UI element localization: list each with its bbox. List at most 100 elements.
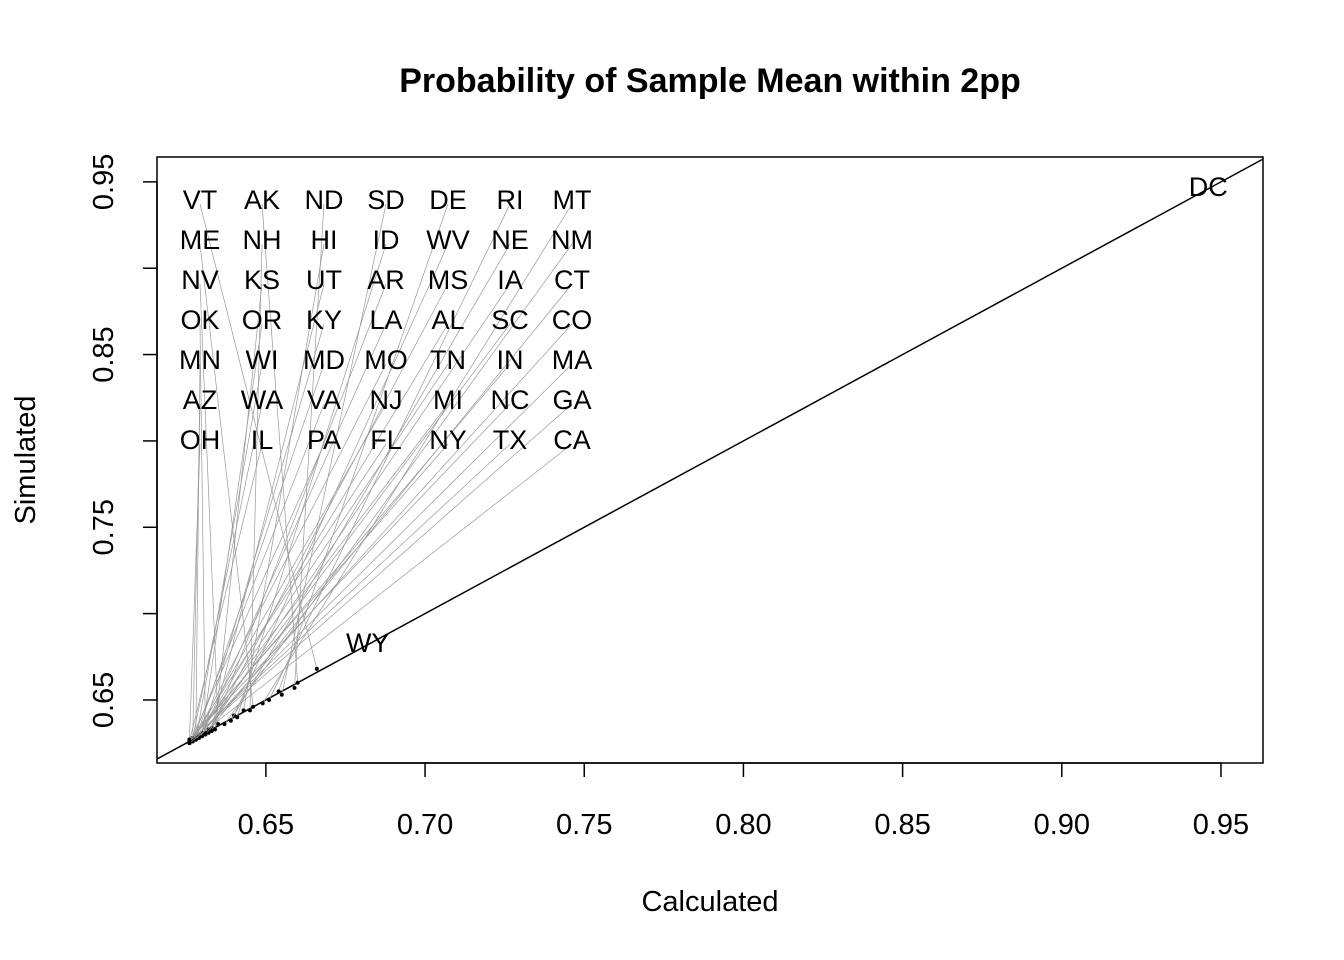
point-label-vt: VT — [183, 185, 218, 215]
leader-line-fl — [189, 443, 387, 742]
leader-line-co — [198, 323, 573, 737]
leader-line-nj — [192, 403, 387, 742]
point-label-tn: TN — [430, 345, 466, 375]
point-label-ak: AK — [244, 185, 280, 215]
leader-line-mt — [262, 203, 573, 704]
point-label-ut: UT — [306, 265, 342, 295]
leader-line-nh — [249, 243, 263, 711]
leader-line-mi — [192, 403, 449, 739]
point-label-fl: FL — [370, 425, 402, 455]
y-tick-label: 0.95 — [88, 154, 120, 210]
point-label-wa: WA — [241, 385, 284, 415]
point-label-id: ID — [373, 225, 400, 255]
point-label-ga: GA — [552, 385, 591, 415]
x-tick-label: 0.95 — [1193, 809, 1249, 841]
point-label-ia: IA — [497, 265, 523, 295]
leader-line-de — [278, 203, 449, 692]
point-marker-nd — [292, 685, 297, 690]
point-label-sd: SD — [367, 185, 405, 215]
point-label-ca: CA — [553, 425, 591, 455]
leader-line-va — [192, 403, 325, 740]
point-label-me: ME — [180, 225, 221, 255]
point-label-ma: MA — [552, 345, 593, 375]
y-axis-label: Simulated — [10, 396, 42, 525]
x-tick-label: 0.90 — [1034, 809, 1090, 841]
point-marker-de — [276, 689, 281, 694]
leader-line-ks — [214, 283, 263, 730]
point-label-la: LA — [369, 305, 402, 335]
point-label-ky: KY — [306, 305, 342, 335]
leader-line-ia — [208, 283, 511, 730]
leader-line-ok — [199, 323, 206, 733]
reference-line-y-equals-x — [157, 158, 1263, 760]
point-label-ms: MS — [428, 265, 469, 295]
leader-line-ny — [189, 443, 449, 740]
point-marker-sd — [279, 692, 284, 697]
point-label-ks: KS — [244, 265, 280, 295]
point-marker-nj — [190, 739, 195, 744]
leader-line-hi — [243, 243, 325, 711]
point-label-nv: NV — [181, 265, 219, 295]
point-label-ne: NE — [491, 225, 529, 255]
point-marker-ri — [267, 697, 272, 702]
chart-title: Probability of Sample Mean within 2pp — [399, 62, 1021, 100]
point-marker-ia — [206, 727, 211, 732]
point-label-mn: MN — [179, 345, 221, 375]
leader-line-me — [199, 243, 254, 707]
point-label-nh: NH — [243, 225, 282, 255]
point-label-co: CO — [552, 305, 593, 335]
point-label-or: OR — [242, 305, 283, 335]
point-marker-ca — [187, 741, 192, 746]
point-label-tx: TX — [493, 425, 528, 455]
point-marker-ks — [212, 727, 217, 732]
point-marker-ak — [295, 680, 300, 685]
point-marker-nh — [247, 708, 252, 713]
leader-line-vt — [199, 203, 318, 669]
leader-line-mo — [195, 363, 387, 737]
y-tick-label: 0.85 — [88, 326, 120, 382]
point-label-ct: CT — [554, 265, 590, 295]
leader-line-wi — [195, 363, 263, 740]
x-tick-label: 0.70 — [397, 809, 453, 841]
point-label-wv: WV — [426, 225, 470, 255]
point-marker-ar — [209, 729, 214, 734]
point-label-sc: SC — [491, 305, 529, 335]
point-label-wy: WY — [346, 628, 390, 658]
leader-line-al — [198, 323, 449, 735]
leader-line-ga — [189, 403, 573, 742]
point-marker-vt — [314, 666, 319, 671]
point-label-wi: WI — [246, 345, 279, 375]
x-tick-label: 0.65 — [238, 809, 294, 841]
leader-line-tx — [189, 443, 511, 742]
point-marker-me — [251, 704, 256, 709]
point-label-ri: RI — [497, 185, 524, 215]
point-label-il: IL — [251, 425, 274, 455]
point-label-ny: NY — [429, 425, 467, 455]
leader-line-md — [195, 363, 325, 739]
point-label-mt: MT — [553, 185, 592, 215]
leader-line-ca — [189, 443, 573, 744]
point-label-nc: NC — [491, 385, 530, 415]
leader-line-oh — [189, 443, 201, 740]
point-label-al: AL — [431, 305, 464, 335]
point-label-nm: NM — [551, 225, 593, 255]
leader-line-ma — [192, 363, 573, 740]
leader-line-nv — [199, 283, 219, 725]
point-marker-nm — [222, 722, 227, 727]
point-label-az: AZ — [183, 385, 218, 415]
point-label-oh: OH — [180, 425, 221, 455]
point-marker-mt — [260, 701, 265, 706]
leader-line-ms — [208, 283, 449, 733]
point-label-md: MD — [303, 345, 345, 375]
point-label-dc: DC — [1189, 172, 1228, 202]
point-label-mi: MI — [433, 385, 463, 415]
leader-line-la — [201, 323, 387, 735]
leader-line-il — [189, 443, 263, 742]
point-label-nj: NJ — [370, 385, 403, 415]
point-label-hi: HI — [311, 225, 338, 255]
x-axis-label: Calculated — [641, 886, 778, 918]
leader-line-ky — [201, 323, 325, 737]
point-marker-ne — [228, 718, 233, 723]
leader-line-nc — [189, 403, 511, 740]
